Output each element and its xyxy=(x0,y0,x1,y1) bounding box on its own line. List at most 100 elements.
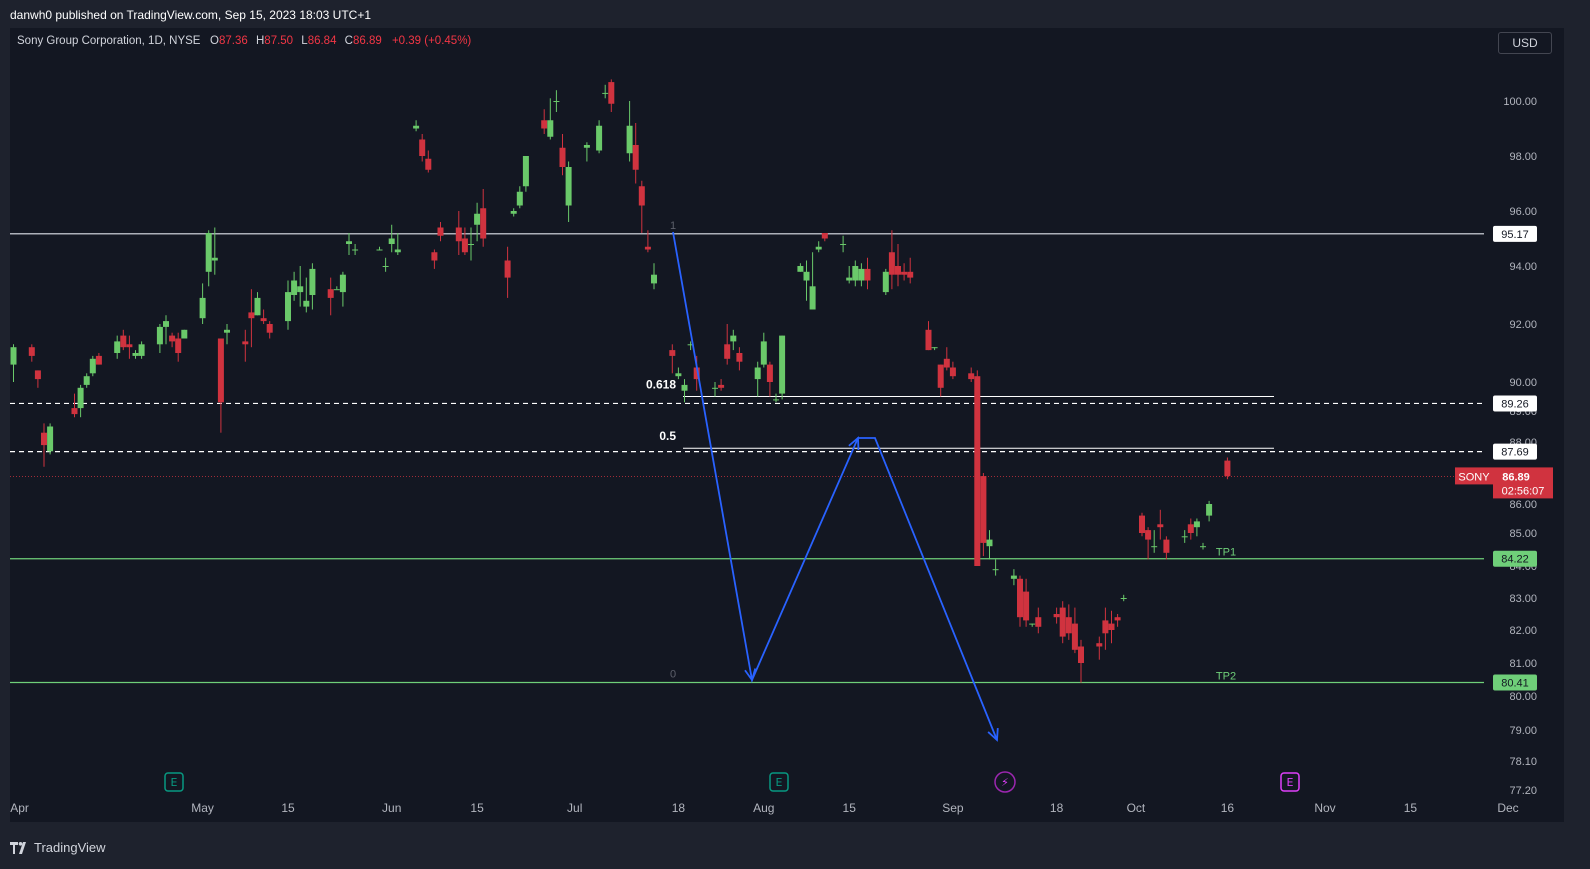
arrow-head-up xyxy=(848,436,860,451)
candle-body xyxy=(77,387,84,409)
candle xyxy=(596,120,603,154)
candle xyxy=(352,244,359,255)
candle xyxy=(821,233,828,242)
candle xyxy=(949,361,956,380)
candle-body xyxy=(724,344,731,359)
candle-body xyxy=(821,233,828,239)
candle-body xyxy=(712,387,718,389)
x-tick-label: 15 xyxy=(470,801,484,815)
x-tick-label: 18 xyxy=(1050,801,1064,815)
candle xyxy=(461,227,468,255)
x-tick-label: Dec xyxy=(1497,801,1518,815)
price-tag-text: 95.17 xyxy=(1501,229,1529,241)
candle-body xyxy=(907,271,914,278)
earnings-event-icon: E xyxy=(164,772,184,792)
y-tick-label: 83.00 xyxy=(1509,593,1537,605)
y-tick-label: 78.10 xyxy=(1509,756,1537,768)
candle-body xyxy=(901,271,908,275)
candle-body xyxy=(114,341,121,353)
candle-body xyxy=(1187,524,1194,533)
candle xyxy=(266,321,273,339)
high-value: 87.50 xyxy=(264,35,294,47)
candle-body xyxy=(608,82,615,104)
event-label: ⚡ xyxy=(1001,776,1009,789)
candle-body xyxy=(602,92,609,94)
candle-body xyxy=(224,329,230,333)
arrow-head-down-1 xyxy=(744,668,757,683)
candle xyxy=(169,332,176,348)
candle-body xyxy=(644,246,651,250)
candle-body xyxy=(382,266,389,267)
candle xyxy=(931,347,938,351)
price-labels: 95.17 89.26 87.69 84.22 80.41 SONY 86.89 02:56:… xyxy=(1455,225,1553,691)
candle xyxy=(1096,636,1103,660)
candle-body xyxy=(888,252,895,275)
y-tick-label: 98.00 xyxy=(1509,151,1537,163)
candle-body xyxy=(217,338,224,403)
x-tick-label: Aug xyxy=(753,801,774,815)
candle-body xyxy=(504,260,511,278)
price-tag-89.26: 89.26 xyxy=(1493,395,1537,412)
candle-body xyxy=(309,268,316,295)
candle xyxy=(34,370,41,388)
horizontal-lines-layer: TP1 TP2 xyxy=(10,233,1484,684)
candle xyxy=(888,230,895,290)
candle-body xyxy=(895,266,901,275)
candle xyxy=(455,211,462,255)
candle-body xyxy=(882,271,889,293)
candle-body xyxy=(1145,530,1152,540)
candle-body xyxy=(352,249,359,251)
candle xyxy=(626,101,633,162)
candle xyxy=(260,309,267,324)
candle xyxy=(504,246,511,298)
price-tag-bg xyxy=(1493,550,1537,567)
candle xyxy=(852,260,859,287)
candle xyxy=(425,150,432,173)
candle-body xyxy=(163,321,169,327)
tradingview-logo[interactable]: TradingView xyxy=(10,840,106,855)
candle xyxy=(394,233,401,255)
candle xyxy=(254,292,261,316)
y-tick-label: 94.00 xyxy=(1509,261,1537,273)
candle xyxy=(156,324,163,353)
candle-body xyxy=(394,249,401,253)
candle-body xyxy=(181,329,188,339)
price-tag-text: 80.41 xyxy=(1501,677,1529,689)
plot-area xyxy=(10,27,1484,822)
price-tag-80.41: 80.41 xyxy=(1493,674,1537,691)
candle-body xyxy=(766,364,773,382)
candle xyxy=(766,361,773,397)
candle-body xyxy=(974,376,981,566)
candle-body xyxy=(779,335,786,394)
level-label-tp2: TP2 xyxy=(1216,670,1236,682)
candle xyxy=(205,230,212,287)
event-label: E xyxy=(776,776,783,789)
open-label: O xyxy=(210,35,219,47)
candle xyxy=(382,257,389,272)
projection-arrows[interactable] xyxy=(672,231,999,742)
candle xyxy=(419,134,426,162)
symbol-legend[interactable]: Sony Group Corporation, 1D, NYSE O87.36 … xyxy=(17,35,471,47)
candle-body xyxy=(1151,546,1158,548)
candle-body xyxy=(419,139,426,156)
candle-body xyxy=(632,145,639,170)
candle xyxy=(77,384,84,418)
candle xyxy=(1078,639,1084,683)
candle xyxy=(1035,607,1042,634)
earnings-box xyxy=(1280,772,1300,792)
candle-body xyxy=(327,289,334,298)
earnings-event-icon: E xyxy=(769,772,789,792)
candle-body xyxy=(980,476,987,543)
candle xyxy=(1224,457,1231,480)
candle xyxy=(1193,518,1200,537)
candle xyxy=(297,266,304,307)
y-tick-label: 90.00 xyxy=(1509,377,1537,389)
candle-body xyxy=(28,347,35,356)
candle-body xyxy=(346,241,352,244)
candle-body xyxy=(138,344,145,356)
candle-body xyxy=(809,286,816,310)
price-axis: 100.0098.0096.0094.0092.0090.0089.0088.0… xyxy=(1503,96,1537,797)
currency-button[interactable]: USD xyxy=(1498,32,1552,54)
candle-body xyxy=(1193,521,1200,528)
